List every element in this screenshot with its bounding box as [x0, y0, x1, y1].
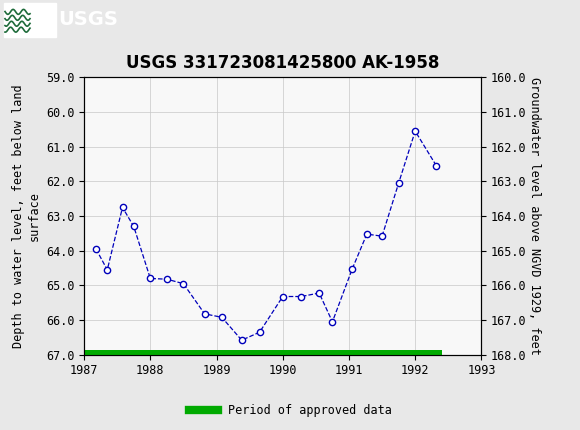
Legend: Period of approved data: Period of approved data	[184, 399, 396, 422]
Y-axis label: Groundwater level above NGVD 1929, feet: Groundwater level above NGVD 1929, feet	[528, 77, 541, 355]
Text: USGS: USGS	[58, 10, 118, 29]
Title: USGS 331723081425800 AK-1958: USGS 331723081425800 AK-1958	[126, 54, 440, 72]
FancyBboxPatch shape	[4, 3, 56, 37]
Y-axis label: Depth to water level, feet below land
surface: Depth to water level, feet below land su…	[12, 84, 41, 348]
